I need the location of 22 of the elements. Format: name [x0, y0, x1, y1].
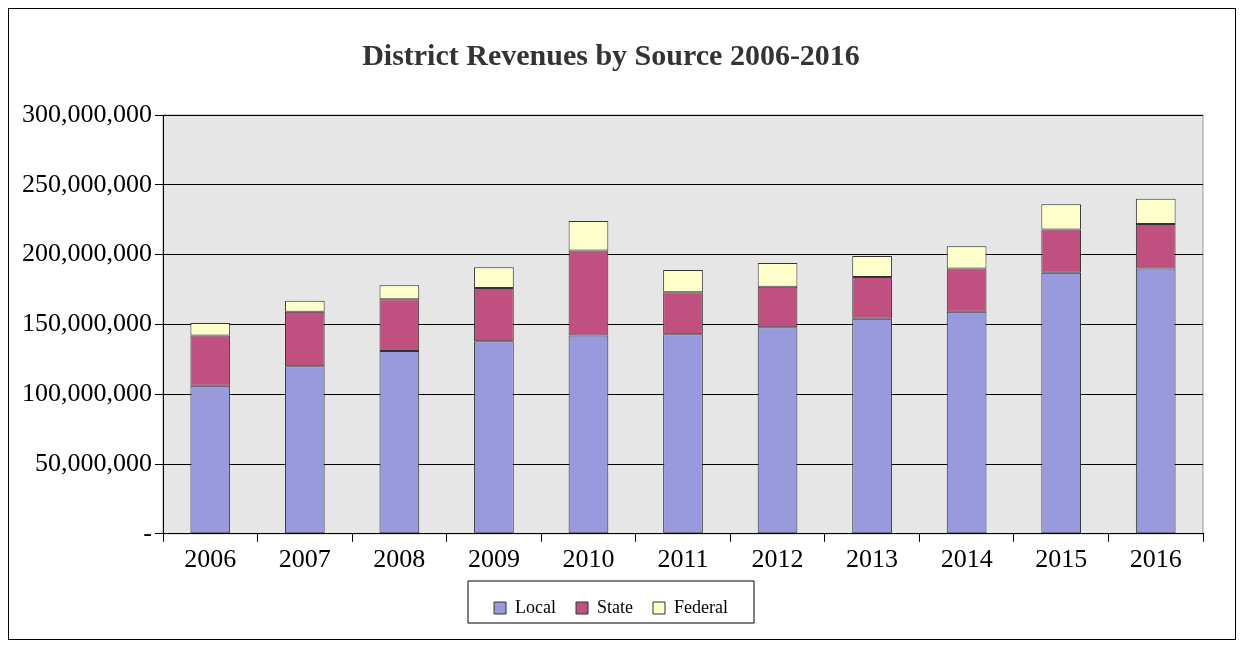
y-tick-label: 50,000,000: [35, 447, 152, 477]
y-tick-label: 200,000,000: [22, 238, 152, 268]
x-tick-label: 2015: [1035, 544, 1088, 574]
x-tick-label: 2010: [562, 544, 615, 574]
legend-label: Local: [515, 596, 557, 617]
y-tick-label: 300,000,000: [22, 98, 152, 128]
legend-label: State: [597, 596, 634, 617]
x-tick-label: 2011: [657, 544, 709, 574]
x-tick-label: 2016: [1129, 544, 1182, 574]
legend-label: Federal: [674, 596, 728, 617]
chart-title: District Revenues by Source 2006-2016: [362, 37, 860, 71]
x-tick-label: 2006: [184, 544, 237, 574]
x-tick-label: 2014: [940, 544, 993, 574]
x-tick-label: 2009: [467, 544, 520, 574]
x-tick-label: 2008: [373, 544, 426, 574]
x-tick-label: 2012: [751, 544, 804, 574]
x-tick-label: 2013: [846, 544, 899, 574]
y-tick-label: 100,000,000: [22, 378, 152, 408]
y-tick-label: 250,000,000: [22, 168, 152, 198]
y-tick-label: -: [143, 517, 152, 547]
x-tick-label: 2007: [278, 544, 331, 574]
y-tick-label: 150,000,000: [22, 308, 152, 338]
